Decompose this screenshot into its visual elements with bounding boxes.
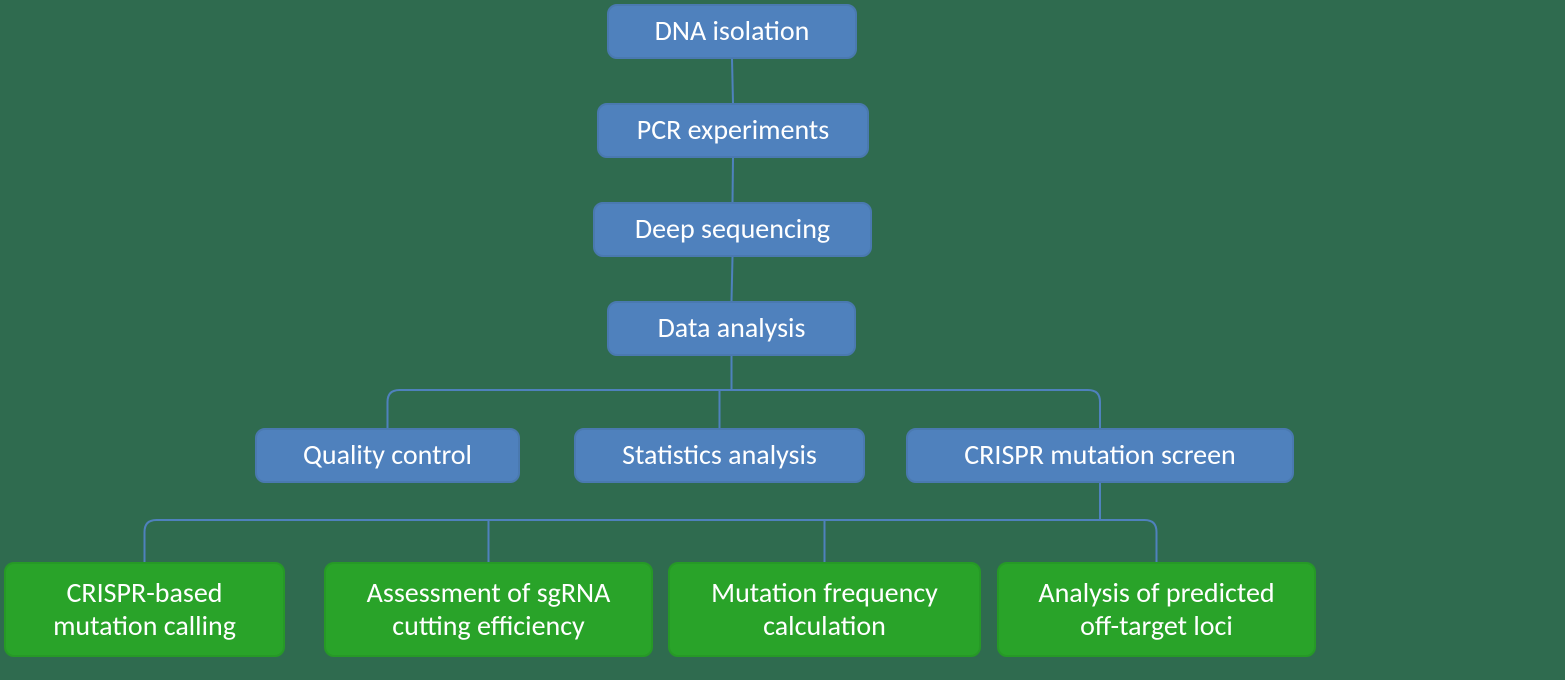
node-stats: Statistics analysis xyxy=(574,428,865,483)
node-quality: Quality control xyxy=(255,428,520,483)
node-deep: Deep sequencing xyxy=(593,202,872,257)
node-leaf2: Assessment of sgRNAcutting efficiency xyxy=(324,562,653,657)
node-leaf3: Mutation frequencycalculation xyxy=(668,562,981,657)
node-data: Data analysis xyxy=(607,301,856,356)
node-leaf1: CRISPR-basedmutation calling xyxy=(4,562,285,657)
node-leaf4: Analysis of predictedoff-target loci xyxy=(997,562,1316,657)
node-crispr: CRISPR mutation screen xyxy=(906,428,1294,483)
node-pcr: PCR experiments xyxy=(597,103,869,158)
node-dna: DNA isolation xyxy=(607,4,857,59)
